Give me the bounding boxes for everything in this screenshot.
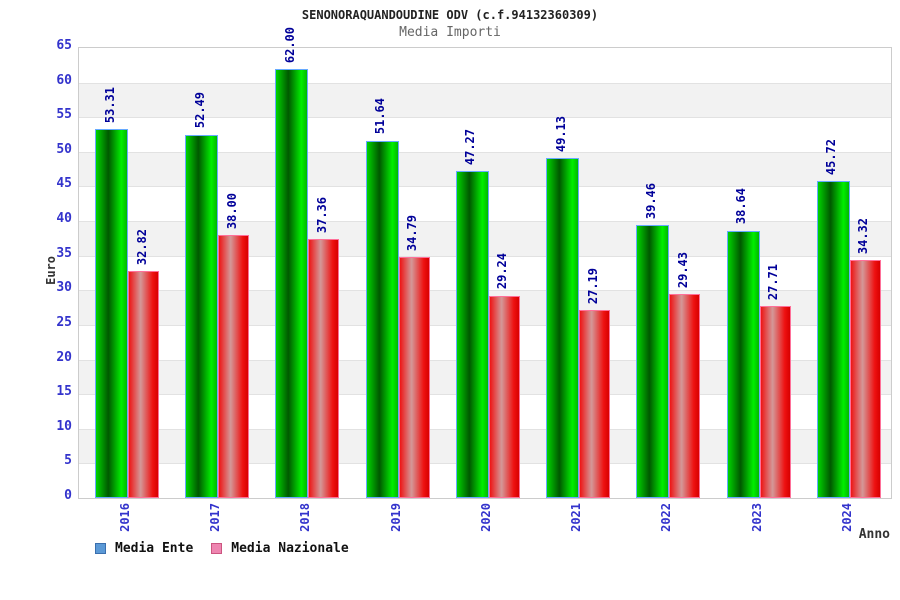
bar-media-nazionale-2020: [488, 295, 520, 498]
legend-label: Media Ente: [115, 541, 194, 556]
bar-media-nazionale-2016: [128, 270, 159, 498]
chart-subtitle: Media Importi: [399, 25, 501, 40]
plot-band: [79, 82, 891, 118]
y-tick-label: 15: [56, 384, 72, 400]
bar-value-label: 39.46: [643, 182, 658, 219]
bar-media-nazionale-2022: [669, 294, 701, 498]
x-tick-label: 2024: [839, 503, 854, 532]
bar-media-nazionale-2018: [308, 239, 340, 498]
bar-value-label: 34.79: [405, 215, 420, 252]
bar-value-label: 49.13: [553, 115, 568, 152]
bar-value-label: 45.72: [824, 139, 839, 176]
legend-swatch-icon: [95, 543, 106, 554]
plot-area: [78, 47, 892, 499]
legend-swatch-icon: [211, 543, 223, 554]
bar-media-ente-2024: [816, 181, 850, 498]
y-tick-label: 50: [56, 141, 72, 157]
plot-band: [79, 48, 891, 83]
x-tick-label: 2023: [749, 503, 764, 532]
bar-value-label: 47.27: [463, 128, 478, 165]
y-tick-label: 60: [56, 72, 72, 88]
bar-media-ente-2019: [365, 140, 399, 498]
y-tick-label: 10: [56, 418, 72, 434]
x-tick-label: 2016: [118, 503, 132, 532]
bar-value-label: 34.32: [856, 218, 871, 255]
chart-title: SENONORAQUANDOUDINE ODV (c.f.94132360309…: [301, 8, 599, 22]
y-tick-label: 25: [56, 314, 72, 330]
bar-media-ente-2020: [455, 170, 489, 498]
bar-value-label: 32.82: [134, 228, 149, 265]
x-tick-label: 2018: [298, 503, 313, 532]
bar-media-nazionale-2019: [398, 257, 430, 498]
bar-value-label: 62.00: [282, 26, 297, 63]
bar-value-label: 53.31: [102, 86, 117, 123]
bar-value-label: 29.24: [495, 253, 510, 290]
y-axis-label: Euro: [44, 256, 58, 285]
y-tick-label: 30: [56, 280, 72, 296]
y-tick-label: 5: [64, 453, 72, 469]
x-tick-label: 2019: [388, 503, 403, 532]
bar-value-label: 29.43: [675, 252, 690, 289]
x-tick-label: 2021: [569, 503, 584, 532]
x-axis-label: Anno: [858, 527, 890, 542]
bar-media-ente-2023: [726, 230, 760, 498]
legend-item-media-ente: Media Ente: [95, 541, 193, 556]
x-tick-label: 2022: [659, 503, 674, 532]
bar-value-label: 38.00: [224, 192, 239, 229]
legend-label: Media Nazionale: [231, 541, 349, 556]
x-tick-label: 2020: [478, 503, 493, 532]
bar-media-nazionale-2024: [849, 260, 881, 498]
y-tick-label: 40: [56, 211, 72, 227]
x-tick-label: 2017: [208, 503, 223, 532]
y-tick-label: 35: [56, 245, 72, 261]
y-tick-label: 0: [64, 488, 72, 503]
bar-media-ente-2017: [185, 134, 219, 498]
bar-value-label: 27.19: [585, 267, 600, 304]
y-tick-label: 55: [56, 107, 72, 123]
bar-value-label: 37.36: [314, 197, 329, 234]
bar-media-ente-2022: [636, 224, 670, 498]
legend-item-media-nazionale: Media Nazionale: [211, 541, 349, 556]
bar-value-label: 38.64: [734, 188, 749, 225]
bar-media-nazionale-2023: [759, 306, 791, 498]
legend: Media Ente Media Nazionale: [95, 541, 367, 556]
bar-media-ente-2018: [275, 68, 309, 498]
bar-value-label: 51.64: [373, 98, 388, 135]
bar-media-ente-2021: [546, 157, 580, 498]
bar-media-nazionale-2017: [218, 234, 250, 498]
bar-media-nazionale-2021: [579, 309, 611, 498]
bar-value-label: 52.49: [192, 92, 207, 129]
y-tick-label: 65: [56, 38, 72, 53]
y-tick-label: 20: [56, 349, 72, 365]
y-tick-label: 45: [56, 176, 72, 192]
bar-value-label: 27.71: [766, 264, 781, 301]
bar-media-ente-2016: [95, 128, 128, 498]
